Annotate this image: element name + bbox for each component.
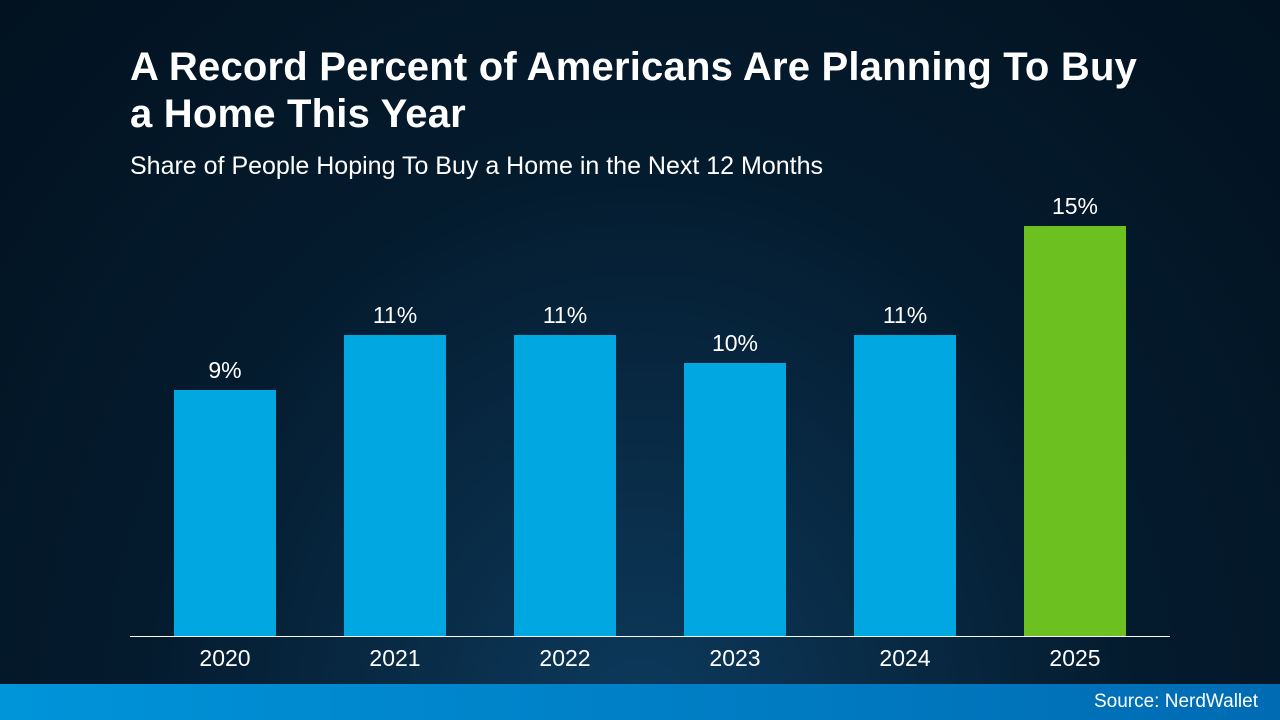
bar-value-label: 11% <box>373 302 417 329</box>
bar-value-label: 11% <box>883 302 927 329</box>
bar <box>344 335 446 636</box>
category-label: 2025 <box>1000 645 1150 672</box>
bar <box>854 335 956 636</box>
slide: A Record Percent of Americans Are Planni… <box>0 0 1280 720</box>
category-axis: 2020 2021 2022 2023 2024 2025 <box>130 637 1170 672</box>
bar-group: 9% <box>150 357 300 636</box>
bar-chart: 9%11%11%10%11%15% <box>130 197 1170 637</box>
bar-group: 11% <box>320 302 470 636</box>
bar-value-label: 10% <box>712 330 758 357</box>
bar <box>514 335 616 636</box>
bar <box>1024 226 1126 636</box>
category-label: 2023 <box>660 645 810 672</box>
bar-value-label: 9% <box>208 357 241 384</box>
chart-subtitle: Share of People Hoping To Buy a Home in … <box>130 152 1170 181</box>
chart-title: A Record Percent of Americans Are Planni… <box>130 44 1170 138</box>
bar-group: 10% <box>660 330 810 636</box>
bar <box>174 390 276 636</box>
bar-group: 15% <box>1000 193 1150 636</box>
category-label: 2021 <box>320 645 470 672</box>
category-label: 2022 <box>490 645 640 672</box>
bar-value-label: 15% <box>1052 193 1098 220</box>
category-label: 2020 <box>150 645 300 672</box>
category-label: 2024 <box>830 645 980 672</box>
bar-group: 11% <box>490 302 640 636</box>
source-text: Source: NerdWallet <box>1094 691 1258 713</box>
bar-value-label: 11% <box>543 302 587 329</box>
footer-band: Source: NerdWallet <box>0 684 1280 720</box>
bar <box>684 363 786 636</box>
bar-group: 11% <box>830 302 980 636</box>
